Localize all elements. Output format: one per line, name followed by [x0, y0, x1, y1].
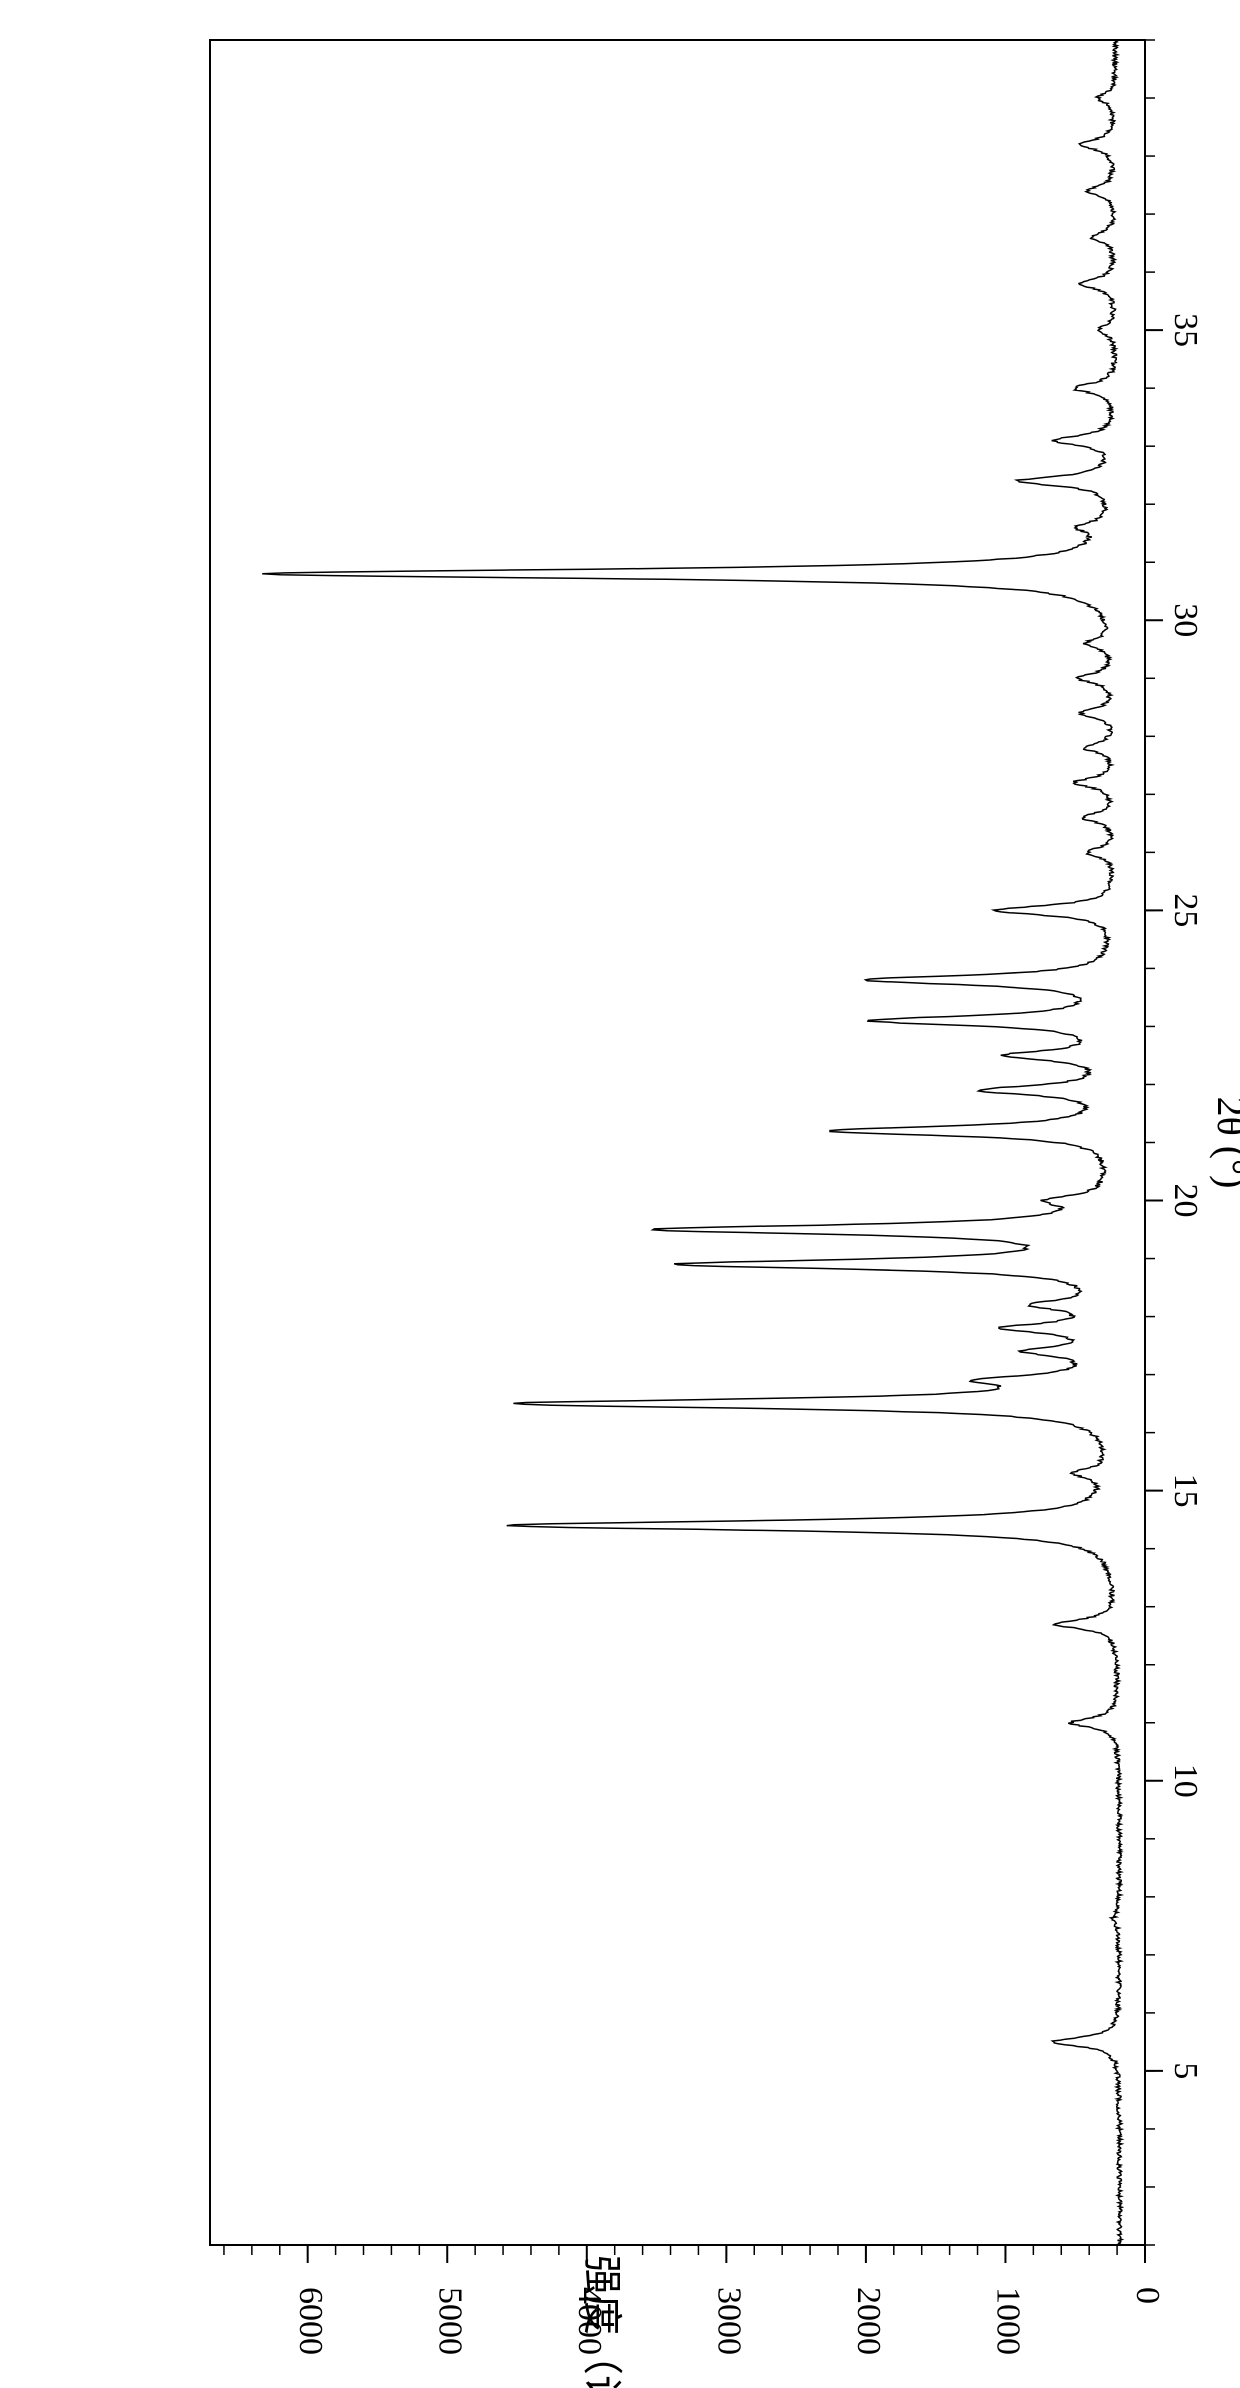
y-tick-label: 1000 — [990, 2287, 1027, 2355]
y-tick-label: 0 — [1129, 2287, 1166, 2304]
y-tick-label: 2000 — [850, 2287, 887, 2355]
chart-svg: 51015202530352θ (°)010002000300040005000… — [0, 0, 1240, 2388]
xrd-chart: 51015202530352θ (°)010002000300040005000… — [0, 0, 1240, 2388]
x-tick-label: 10 — [1167, 1764, 1204, 1798]
x-tick-label: 15 — [1167, 1474, 1204, 1508]
y-tick-label: 3000 — [711, 2287, 748, 2355]
y-tick-label: 6000 — [292, 2287, 329, 2355]
spectrum-trace — [262, 40, 1122, 2245]
x-axis-label: 2θ (°) — [1209, 1097, 1240, 1189]
y-axis-label: 强度（计数） — [579, 2255, 624, 2388]
x-tick-label: 25 — [1167, 893, 1204, 927]
x-tick-label: 30 — [1167, 603, 1204, 637]
x-tick-label: 35 — [1167, 313, 1204, 347]
x-tick-label: 20 — [1167, 1184, 1204, 1218]
x-tick-label: 5 — [1167, 2062, 1204, 2079]
y-tick-label: 5000 — [431, 2287, 468, 2355]
